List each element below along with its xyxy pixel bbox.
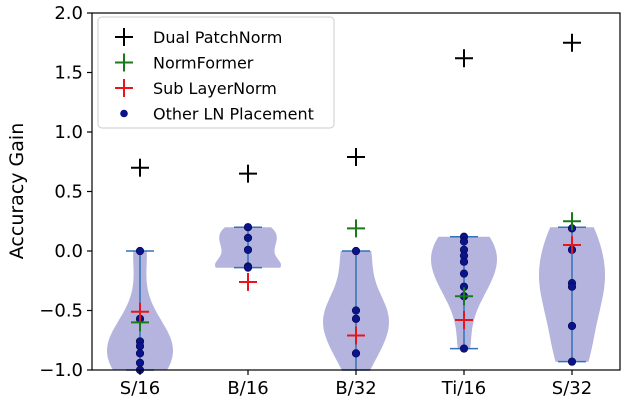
other-ln-point-3-1 <box>459 237 469 246</box>
legend-label-3: Other LN Placement <box>153 105 314 124</box>
other-ln-point-0-3 <box>135 342 145 351</box>
dual-patchnorm-marker-1 <box>239 164 257 183</box>
markers-layer <box>131 33 581 375</box>
legend-label-1: NormFormer <box>153 54 254 73</box>
legend-marker-0 <box>115 28 133 46</box>
legend-box <box>97 16 335 129</box>
y-axis-label: Accuracy Gain <box>6 123 28 259</box>
legend: Dual PatchNorm NormFormer Sub LayerNorm Oth… <box>97 16 335 129</box>
sub-layernorm-marker-2 <box>347 326 365 345</box>
other-ln-point-1-2 <box>243 245 253 254</box>
normformer-marker-4 <box>563 212 581 231</box>
y-tick-label-0: −1.0 <box>39 360 83 381</box>
other-ln-point-4-5 <box>567 357 577 366</box>
dual-patchnorm-marker-2 <box>347 147 365 166</box>
legend-marker-3 <box>120 109 128 118</box>
other-ln-point-0-4 <box>135 349 145 358</box>
other-ln-point-3-4 <box>459 257 469 266</box>
normformer-marker-2 <box>347 219 365 238</box>
normformer-marker-3 <box>455 287 473 306</box>
other-ln-point-0-0 <box>135 246 145 256</box>
other-ln-point-4-4 <box>567 321 577 331</box>
y-tick-label-3: 0.5 <box>54 182 83 203</box>
axes-layer: −1.0 −0.5 0.0 0.5 1.0 1.5 2.0 S/16 B/16 B/32 Ti/16… <box>39 3 592 397</box>
y-tick-label-6: 2.0 <box>54 3 83 24</box>
legend-marker-2 <box>115 79 133 97</box>
sub-layernorm-marker-1 <box>239 272 257 291</box>
other-ln-point-1-4 <box>243 263 253 272</box>
sub-layernorm-marker-4 <box>563 236 581 255</box>
other-ln-point-4-3 <box>567 282 577 291</box>
other-ln-point-2-2 <box>351 314 361 323</box>
dual-patchnorm-marker-0 <box>131 158 149 177</box>
legend-label-2: Sub LayerNorm <box>153 79 277 98</box>
dual-patchnorm-marker-3 <box>455 49 473 68</box>
other-ln-point-1-0 <box>243 223 253 232</box>
y-tick-label-2: 0.0 <box>54 241 83 262</box>
y-tick-label-1: −0.5 <box>39 301 83 322</box>
other-ln-point-1-1 <box>243 233 253 243</box>
x-tick-label-1: B/16 <box>227 378 268 397</box>
other-ln-point-2-3 <box>351 349 361 358</box>
other-ln-point-2-1 <box>351 306 361 315</box>
y-tick-label-4: 1.0 <box>54 122 83 143</box>
x-tick-label-2: B/32 <box>335 378 376 397</box>
legend-marker-1 <box>115 53 133 72</box>
dual-patchnorm-marker-4 <box>563 33 581 52</box>
x-tick-label-0: S/16 <box>120 378 160 397</box>
legend-label-0: Dual PatchNorm <box>153 28 282 47</box>
other-ln-point-2-0 <box>351 246 361 256</box>
x-tick-label-3: Ti/16 <box>441 378 486 397</box>
other-ln-point-3-5 <box>459 269 469 278</box>
sub-layernorm-marker-3 <box>455 311 473 330</box>
other-ln-point-3-8 <box>459 344 469 353</box>
x-tick-label-4: S/32 <box>552 378 592 397</box>
other-ln-point-0-5 <box>135 358 145 367</box>
sub-layernorm-marker-0 <box>131 302 149 321</box>
y-tick-label-5: 1.5 <box>54 63 83 84</box>
